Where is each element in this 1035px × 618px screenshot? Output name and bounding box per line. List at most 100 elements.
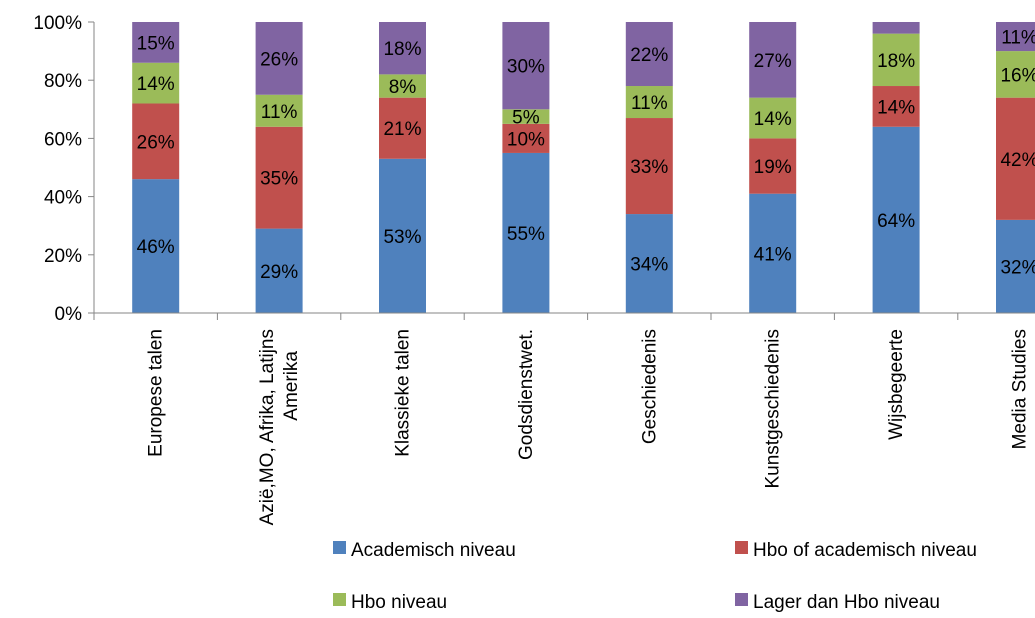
y-tick-label: 40%	[44, 188, 82, 209]
legend-label: Lager dan Hbo niveau	[753, 592, 940, 613]
data-label: 11%	[631, 93, 668, 114]
bar-segment	[132, 22, 180, 63]
bar-segment	[379, 158, 426, 313]
bar-segment	[625, 22, 673, 87]
category-label-line: Amerika	[281, 351, 302, 421]
data-label: 34%	[630, 255, 668, 276]
category-label-group: Europese talen	[146, 329, 167, 457]
y-tick-label: 60%	[44, 129, 82, 150]
data-label: 32%	[1000, 257, 1035, 278]
category-label: Europese talen	[146, 329, 167, 457]
category-label-group: Kunstgeschiedenis	[763, 329, 784, 489]
data-label: 33%	[630, 157, 668, 178]
bar-segment	[996, 219, 1035, 313]
category-label-line: Geschiedenis	[639, 329, 660, 444]
legend: Academisch niveau Hbo of academisch nivea…	[333, 540, 977, 613]
data-label: 21%	[383, 119, 421, 140]
data-label: 10%	[507, 129, 545, 150]
bar-segment	[255, 94, 303, 127]
category-label-line: Europese talen	[146, 329, 167, 457]
y-tick-label: 20%	[44, 246, 82, 267]
bar-segment	[502, 109, 550, 124]
legend-swatch	[735, 593, 748, 606]
category-label-line: Klassieke talen	[393, 329, 414, 457]
data-label: 42%	[1000, 150, 1035, 171]
y-tick-label: 100%	[33, 13, 82, 34]
bar-segment	[996, 97, 1035, 220]
category-label-group: Media Studies	[1010, 329, 1031, 449]
category-label: Media Studies	[1010, 329, 1031, 449]
bar-segment	[625, 214, 673, 313]
data-label: 8%	[389, 77, 417, 98]
bar-segment	[996, 51, 1035, 98]
bar-segment	[379, 97, 426, 159]
data-label: 14%	[137, 74, 175, 95]
data-label: 29%	[260, 262, 298, 283]
bar-segment	[132, 62, 180, 104]
category-label: Azië,MO, Afrika, Latijns Amerika	[257, 329, 302, 525]
data-label: 14%	[877, 97, 915, 118]
data-label: 64%	[877, 211, 915, 232]
data-label: 46%	[137, 237, 175, 258]
data-label: 55%	[507, 224, 545, 245]
data-label: 16%	[1000, 65, 1035, 86]
bar-segment	[996, 22, 1035, 52]
data-label: 19%	[754, 157, 792, 178]
bar-segment	[132, 179, 180, 313]
bar-segment	[872, 126, 920, 313]
category-label: Godsdienstwet.	[516, 329, 537, 460]
data-label: 27%	[754, 51, 792, 72]
data-label: 35%	[260, 169, 298, 190]
bar-segment	[872, 22, 920, 34]
y-tick-label: 0%	[55, 304, 83, 325]
data-label: 5%	[512, 108, 540, 129]
bar-segment	[749, 193, 797, 313]
data-label: 14%	[754, 109, 792, 130]
x-axis: Europese talen Azië,MO, Afrika, Latijns Am…	[93, 312, 1035, 525]
category-label: Kunstgeschiedenis	[763, 329, 784, 489]
category-label-line: Media Studies	[1010, 329, 1031, 449]
bar-segment	[872, 33, 920, 87]
category-label-group: Klassieke talen	[393, 329, 414, 457]
legend-swatch	[333, 593, 346, 606]
category-label-group: Wijsbegeerte	[886, 329, 907, 440]
category-label: Wijsbegeerte	[886, 329, 907, 440]
data-label: 41%	[754, 244, 792, 265]
bar-segment	[255, 126, 303, 229]
category-label-line: Godsdienstwet.	[516, 329, 537, 460]
bar-segment	[502, 123, 550, 153]
category-label-line: Wijsbegeerte	[886, 329, 907, 440]
data-label: 26%	[137, 132, 175, 153]
y-axis: 0% 20% 40% 60% 80% 100%	[33, 13, 95, 325]
category-label-group: Azië,MO, Afrika, Latijns Amerika	[257, 329, 302, 525]
bar-segment	[749, 97, 797, 139]
legend-swatch	[735, 541, 748, 554]
category-label: Klassieke talen	[393, 329, 414, 457]
bar-segment	[379, 74, 426, 98]
bar-segment	[872, 86, 920, 127]
legend-label: Hbo niveau	[351, 592, 447, 613]
category-label-line: Kunstgeschiedenis	[763, 329, 784, 489]
legend-label: Hbo of academisch niveau	[753, 540, 977, 561]
data-label: 11%	[261, 102, 298, 123]
bar-segment	[749, 138, 797, 194]
data-label: 11%	[1001, 28, 1035, 49]
bar-segment	[625, 118, 673, 215]
data-label: 18%	[383, 39, 421, 60]
bar-segment	[255, 22, 303, 95]
legend-swatch	[333, 541, 346, 554]
data-label: 22%	[630, 45, 668, 66]
data-label: 53%	[383, 227, 421, 248]
legend-label: Academisch niveau	[351, 540, 516, 561]
data-label: 15%	[137, 33, 175, 54]
bar-segment	[132, 103, 180, 180]
bar-segment	[379, 22, 426, 75]
bar-segment	[502, 22, 550, 110]
bar-segment	[625, 86, 673, 119]
data-label: 26%	[260, 49, 298, 70]
category-label-group: Godsdienstwet.	[516, 329, 537, 460]
bar-segment	[502, 152, 550, 313]
category-label-line: Azië,MO, Afrika, Latijns	[257, 329, 278, 525]
category-label-group: Geschiedenis	[639, 329, 660, 444]
